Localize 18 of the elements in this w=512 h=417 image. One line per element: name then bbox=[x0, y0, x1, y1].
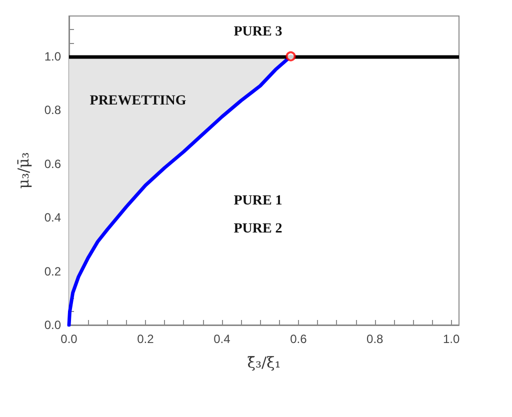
annotation: PURE 1 bbox=[234, 194, 282, 208]
y-tick-label: 0.6 bbox=[44, 156, 62, 171]
x-tick-label: 0.6 bbox=[290, 332, 308, 346]
y-tick-label: 0.4 bbox=[44, 210, 62, 225]
x-axis-title: ξ̄₃/ξ₁ bbox=[247, 354, 281, 372]
x-tick-label: 0.2 bbox=[137, 332, 154, 346]
y-tick-label: 0.8 bbox=[44, 103, 62, 118]
x-tick-label: 0.0 bbox=[60, 332, 78, 346]
x-tick-label: 1.0 bbox=[443, 332, 460, 346]
x-tick-label: 0.8 bbox=[366, 332, 384, 346]
annotation: PREWETTING bbox=[90, 94, 186, 108]
y-tick-label: 0.2 bbox=[44, 264, 62, 278]
y-tick-label: 0.0 bbox=[44, 318, 62, 332]
x-tick-label: 0.4 bbox=[214, 332, 231, 346]
y-tick-label: 1.0 bbox=[44, 49, 62, 64]
annotation: PURE 2 bbox=[234, 222, 282, 236]
annotation: PURE 3 bbox=[234, 24, 282, 40]
y-axis-title: μ₃/μ̄₃ bbox=[14, 152, 32, 189]
